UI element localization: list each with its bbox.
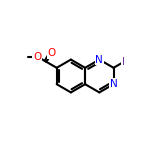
Text: O: O bbox=[33, 52, 41, 62]
Text: N: N bbox=[95, 55, 103, 65]
Text: N: N bbox=[110, 79, 117, 89]
Text: O: O bbox=[47, 48, 55, 58]
Text: I: I bbox=[122, 57, 124, 67]
